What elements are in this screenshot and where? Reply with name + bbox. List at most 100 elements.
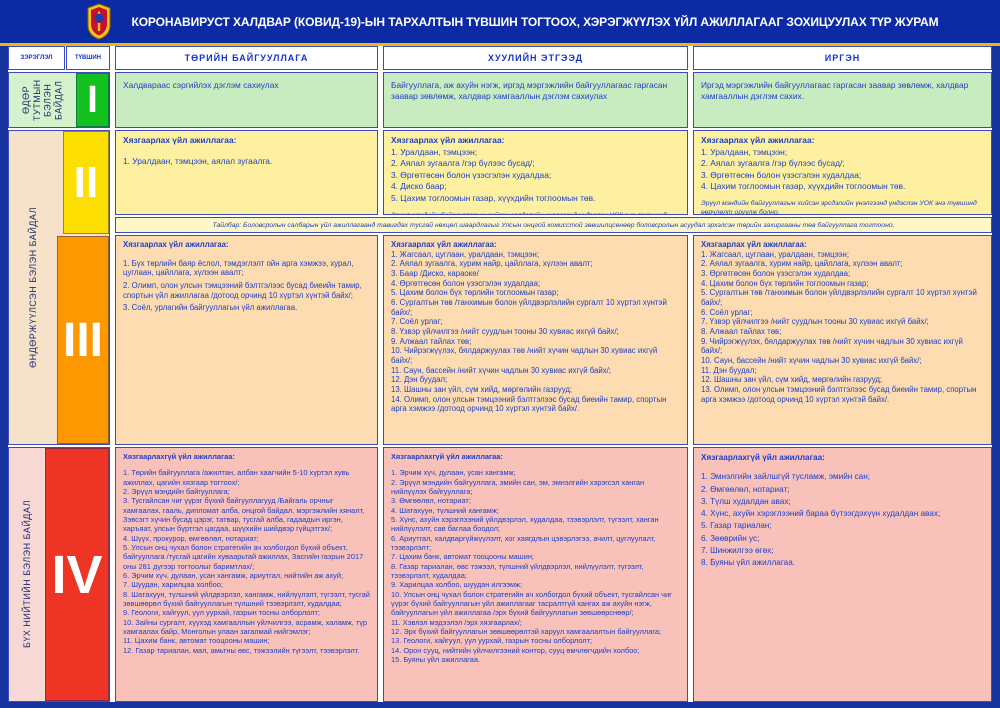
list-item: 3. Өмгөөлөл, нотариат; [391, 496, 471, 506]
cell-l1-government: Халдвараас сэргийлэх дэглэм сахиулах [115, 72, 378, 128]
rail-header: ЗЭРЭГЛЭЛ ТҮВШИН [8, 46, 110, 70]
list-item: 5. Хүнс, ахуйн хэрэглээний үйлдвэрлэл, х… [391, 514, 659, 534]
cell-l3-legal-entity: Хязгаарлах үйл ажиллагаа: 1. Жагсаал, цу… [383, 235, 688, 445]
list-item: 7. Шуудан, харилцаа холбоо; [123, 580, 223, 590]
list-item: 8. Газар тариалан, өвс тэжээл, түлшний ү… [391, 561, 644, 580]
emblem-logo [87, 3, 111, 40]
list-item: 4. Хүнс, ахуйн хэрэглээний бараа бүтээгд… [701, 509, 941, 519]
activity-list: 1. Эрчим хүч, дулаан, усан хангамж; 2. Эр… [391, 468, 680, 664]
list-item: 13. Олимп, олон улсын тэмцээний бэлтгэлэ… [701, 384, 977, 404]
left-rail: ЗЭРЭГЛЭЛ ТҮВШИН ӨДӨР ТУТМЫН БЭЛЭН БАЙДАЛ… [8, 46, 110, 702]
list-item: 2. Аялал зугаалга, хурим найр, цайллага,… [391, 259, 593, 269]
category-cell-public: БҮХ НИЙТИЙН БЭЛЭН БАЙДАЛ IV [8, 447, 110, 702]
risk-assessment-note: Эрүүл мэндийн байгууллагын хийсэн эрсдэл… [701, 199, 977, 215]
list-item: 9. Алжаал тайлах төв; [391, 336, 472, 346]
restricted-activities-heading: Хязгаарлах үйл ажиллагаа: [391, 135, 505, 145]
cell-l1-citizen: Иргэд мэргэжлийн байгууллагаас гаргасан … [693, 72, 992, 128]
list-item: 4. Диско баар; [391, 181, 447, 192]
list-item: 12. Шашны зан үйл, сүм хийд, мөргөлийн г… [701, 375, 883, 385]
col-header-level: ТҮВШИН [66, 46, 110, 70]
row-level-3: Хязгаарлах үйл ажиллагаа: 1. Бүх төрлийн… [115, 235, 992, 445]
cell-l4-citizen: Хязгаарлахгүй үйл ажиллагаа: 1. Эмнэлгий… [693, 447, 992, 702]
list-item: 3. Баар /Диско, караоке/ [391, 268, 479, 278]
list-item: 12. Эрх бүхий байгууллагын зөвшөөрөлтэй … [391, 626, 662, 636]
list-item: 3. Өргөтгөсөн болон үзэсгэлэн худалдаа; [391, 169, 552, 180]
list-item: 10. Чийрэгжүүлэх, бялдаржуулах төв /нийт… [391, 346, 658, 365]
list-item: 3. Соёл, урлагийн байгууллагын үйл ажилл… [123, 303, 298, 313]
category-cell-daily: ӨДӨР ТУТМЫН БЭЛЭН БАЙДАЛ I [8, 72, 110, 128]
level-badge-1: I [76, 73, 109, 127]
list-item: 5. Газар тариалан; [701, 521, 772, 531]
list-item: 5. Сургалтын төв /танхимын болон үйлдвэр… [701, 288, 977, 307]
list-item: 11. Дэн буудал; [701, 365, 757, 375]
activity-list: 1. Эмнэлгийн зайлшгүй тусламж, эмийн сан… [701, 471, 984, 569]
list-item: 10. Саун, бассейн /нийт хүчин чадлын 30 … [701, 355, 922, 365]
list-item: 15. Буяны үйл ажиллагаа. [391, 654, 480, 664]
cell-l1-legal-entity: Байгууллага, аж ахуйн нэгж, иргэд мэргэж… [383, 72, 688, 128]
list-item: 8. Алжаал тайлах төв; [701, 326, 782, 336]
list-item: 2. Эрүүл мэндийн байгууллага; [123, 486, 230, 496]
activity-list: 1. Бүх төрлийн баяр ёслол, тэмдэглэлт ой… [123, 259, 370, 313]
list-item: 8. Шатахуун, түлшний үйлдвэрлэл, хангамж… [123, 589, 370, 608]
list-item: 2. Олимп, олон улсын тэмцээний бэлтгэлээ… [123, 280, 362, 300]
list-item: 1. Эмнэлгийн зайлшгүй тусламж, эмийн сан… [701, 472, 871, 482]
list-item: 11. Хэвлэл мэдээлэл /эрх хязгаарлах/; [391, 617, 522, 627]
col-header-citizen: ИРГЭН [693, 46, 992, 70]
row-level-2: Хязгаарлах үйл ажиллагаа: 1. Уралдаан, т… [115, 130, 992, 215]
list-item: 7. Үзвэр үйлчилгээ /нийт суудлын тооны 3… [701, 317, 929, 327]
category-label-public: БҮХ НИЙТИЙН БЭЛЭН БАЙДАЛ [21, 500, 32, 649]
list-item: 2. Өмгөөлөл, нотариат; [701, 484, 790, 494]
col-header-legal-entity: ХУУЛИЙН ЭТГЭЭД [383, 46, 688, 70]
list-item: 6. Ариутгал, халдваргүйжүүлэлт, хог хаяг… [391, 533, 656, 552]
activity-list: 1. Жагсаал, цуглаан, уралдаан, тэмцээн; 2… [391, 250, 680, 414]
list-item: 5. Цахим болон бүх төрлийн тоглоомын газ… [391, 288, 559, 298]
unrestricted-activities-heading: Хязгаарлахгүй үйл ажиллагаа: [391, 452, 503, 461]
list-item: 7. Соёл урлаг; [391, 317, 443, 327]
list-item: 13. Геологи, хайгуул, уул уурхай, газрын… [391, 636, 593, 646]
list-item: 1. Төрийн байгууллага /ажилтан, албан ха… [123, 468, 350, 487]
activity-list: 1. Төрийн байгууллага /ажилтан, албан ха… [123, 468, 370, 655]
list-item: 1. Бүх төрлийн баяр ёслол, тэмдэглэлт ой… [123, 258, 354, 278]
list-item: 9. Геологи, хайгуул, уул уурхай, газрын … [123, 608, 320, 618]
list-item: 9. Харилцаа холбоо, шуудан илгээмж; [391, 580, 523, 590]
list-item: 1. Уралдаан, тэмцээн, аялал зугаалга. [123, 155, 273, 166]
list-item: 2. Эрүүл мэндийн байгууллага, эмийн сан,… [391, 477, 645, 496]
list-item: 6. Соёл урлаг; [701, 307, 753, 317]
list-item: 8. Үзвэр үйлчилгээ /нийт суудлын тооны 3… [391, 326, 619, 336]
activity-list: 1. Уралдаан, тэмцээн; 2. Аялал зугаалга /… [701, 147, 984, 193]
cell-l2-government: Хязгаарлах үйл ажиллагаа: 1. Уралдаан, т… [115, 130, 378, 215]
list-item: 3. Өргөтгөсөн болон үзэсгэлэн худалдаа; [701, 268, 851, 278]
unrestricted-activities-heading: Хязгаарлахгүй үйл ажиллагаа: [701, 453, 825, 462]
restricted-activities-heading: Хязгаарлах үйл ажиллагаа: [123, 240, 229, 249]
list-item: 10. Улсын онц чухал болон стратегийн ач … [391, 589, 672, 618]
cell-l4-legal-entity: Хязгаарлахгүй үйл ажиллагаа: 1. Эрчим хү… [383, 447, 688, 702]
list-item: 5. Цахим тоглоомын газар, хүүхдийн тогло… [391, 192, 596, 203]
row-level-1: Халдвараас сэргийлэх дэглэм сахиулах Бай… [115, 72, 992, 128]
table-body: ЗЭРЭГЛЭЛ ТҮВШИН ӨДӨР ТУТМЫН БЭЛЭН БАЙДАЛ… [8, 46, 992, 702]
cell-l2-citizen: Хязгаарлах үйл ажиллагаа: 1. Уралдаан, т… [693, 130, 992, 215]
list-item: 7. Шинжилгээ өгөх; [701, 546, 774, 556]
level-badge-3: III [57, 236, 109, 444]
restricted-activities-heading: Хязгаарлах үйл ажиллагаа: [701, 135, 815, 145]
list-item: 2. Аялал зугаалга /гэр бүлээс бусад/; [701, 158, 845, 169]
list-item: 2. Аялал зугаалга, хурим найр, цайллага,… [701, 259, 903, 269]
list-item: 13. Шашны зан үйл, сүм хийд, мөргөлийн г… [391, 384, 573, 394]
list-item: 3. Тусгайлсан чиг үүрэг бүхий байгууллаг… [123, 496, 365, 534]
page-title: КОРОНАВИРУСТ ХАЛДВАР (КОВИД-19)-ЫН ТАРХА… [131, 14, 939, 29]
col-header-category: ЗЭРЭГЛЭЛ [8, 46, 65, 70]
list-item: 6. Эрчим хүч, дулаан, усан хангамж, ариу… [123, 570, 344, 580]
list-item: 9. Чийрэгжүүлэх, бялдаржуулах төв /нийт … [701, 336, 963, 356]
list-item: 4. Өргөтгөсөн болон үзэсгэлэн худалдаа; [391, 278, 541, 288]
list-item: 4. Цахим болон бүх төрлийн тоглоомын газ… [701, 278, 869, 288]
list-item: 12. Дэн буудал; [391, 375, 448, 385]
list-item: 1. Уралдаан, тэмцээн; [701, 146, 788, 157]
restricted-activities-heading: Хязгаарлах үйл ажиллагаа: [701, 240, 807, 249]
restricted-activities-heading: Хязгаарлах үйл ажиллагаа: [123, 135, 237, 145]
list-item: 3. Өргөтгөсөн болон үзэсгэлэн худалдаа; [701, 169, 862, 180]
gold-divider [0, 43, 1000, 46]
list-item: 1. Жагсаал, цуглаан, уралдаан, тэмцээн; [701, 249, 850, 259]
cell-l3-government: Хязгаарлах үйл ажиллагаа: 1. Бүх төрлийн… [115, 235, 378, 445]
list-item: 6. Зөөврийн ус; [701, 533, 760, 543]
list-item: 1. Жагсаал, цуглаан, уралдаан, тэмцээн; [391, 249, 540, 259]
